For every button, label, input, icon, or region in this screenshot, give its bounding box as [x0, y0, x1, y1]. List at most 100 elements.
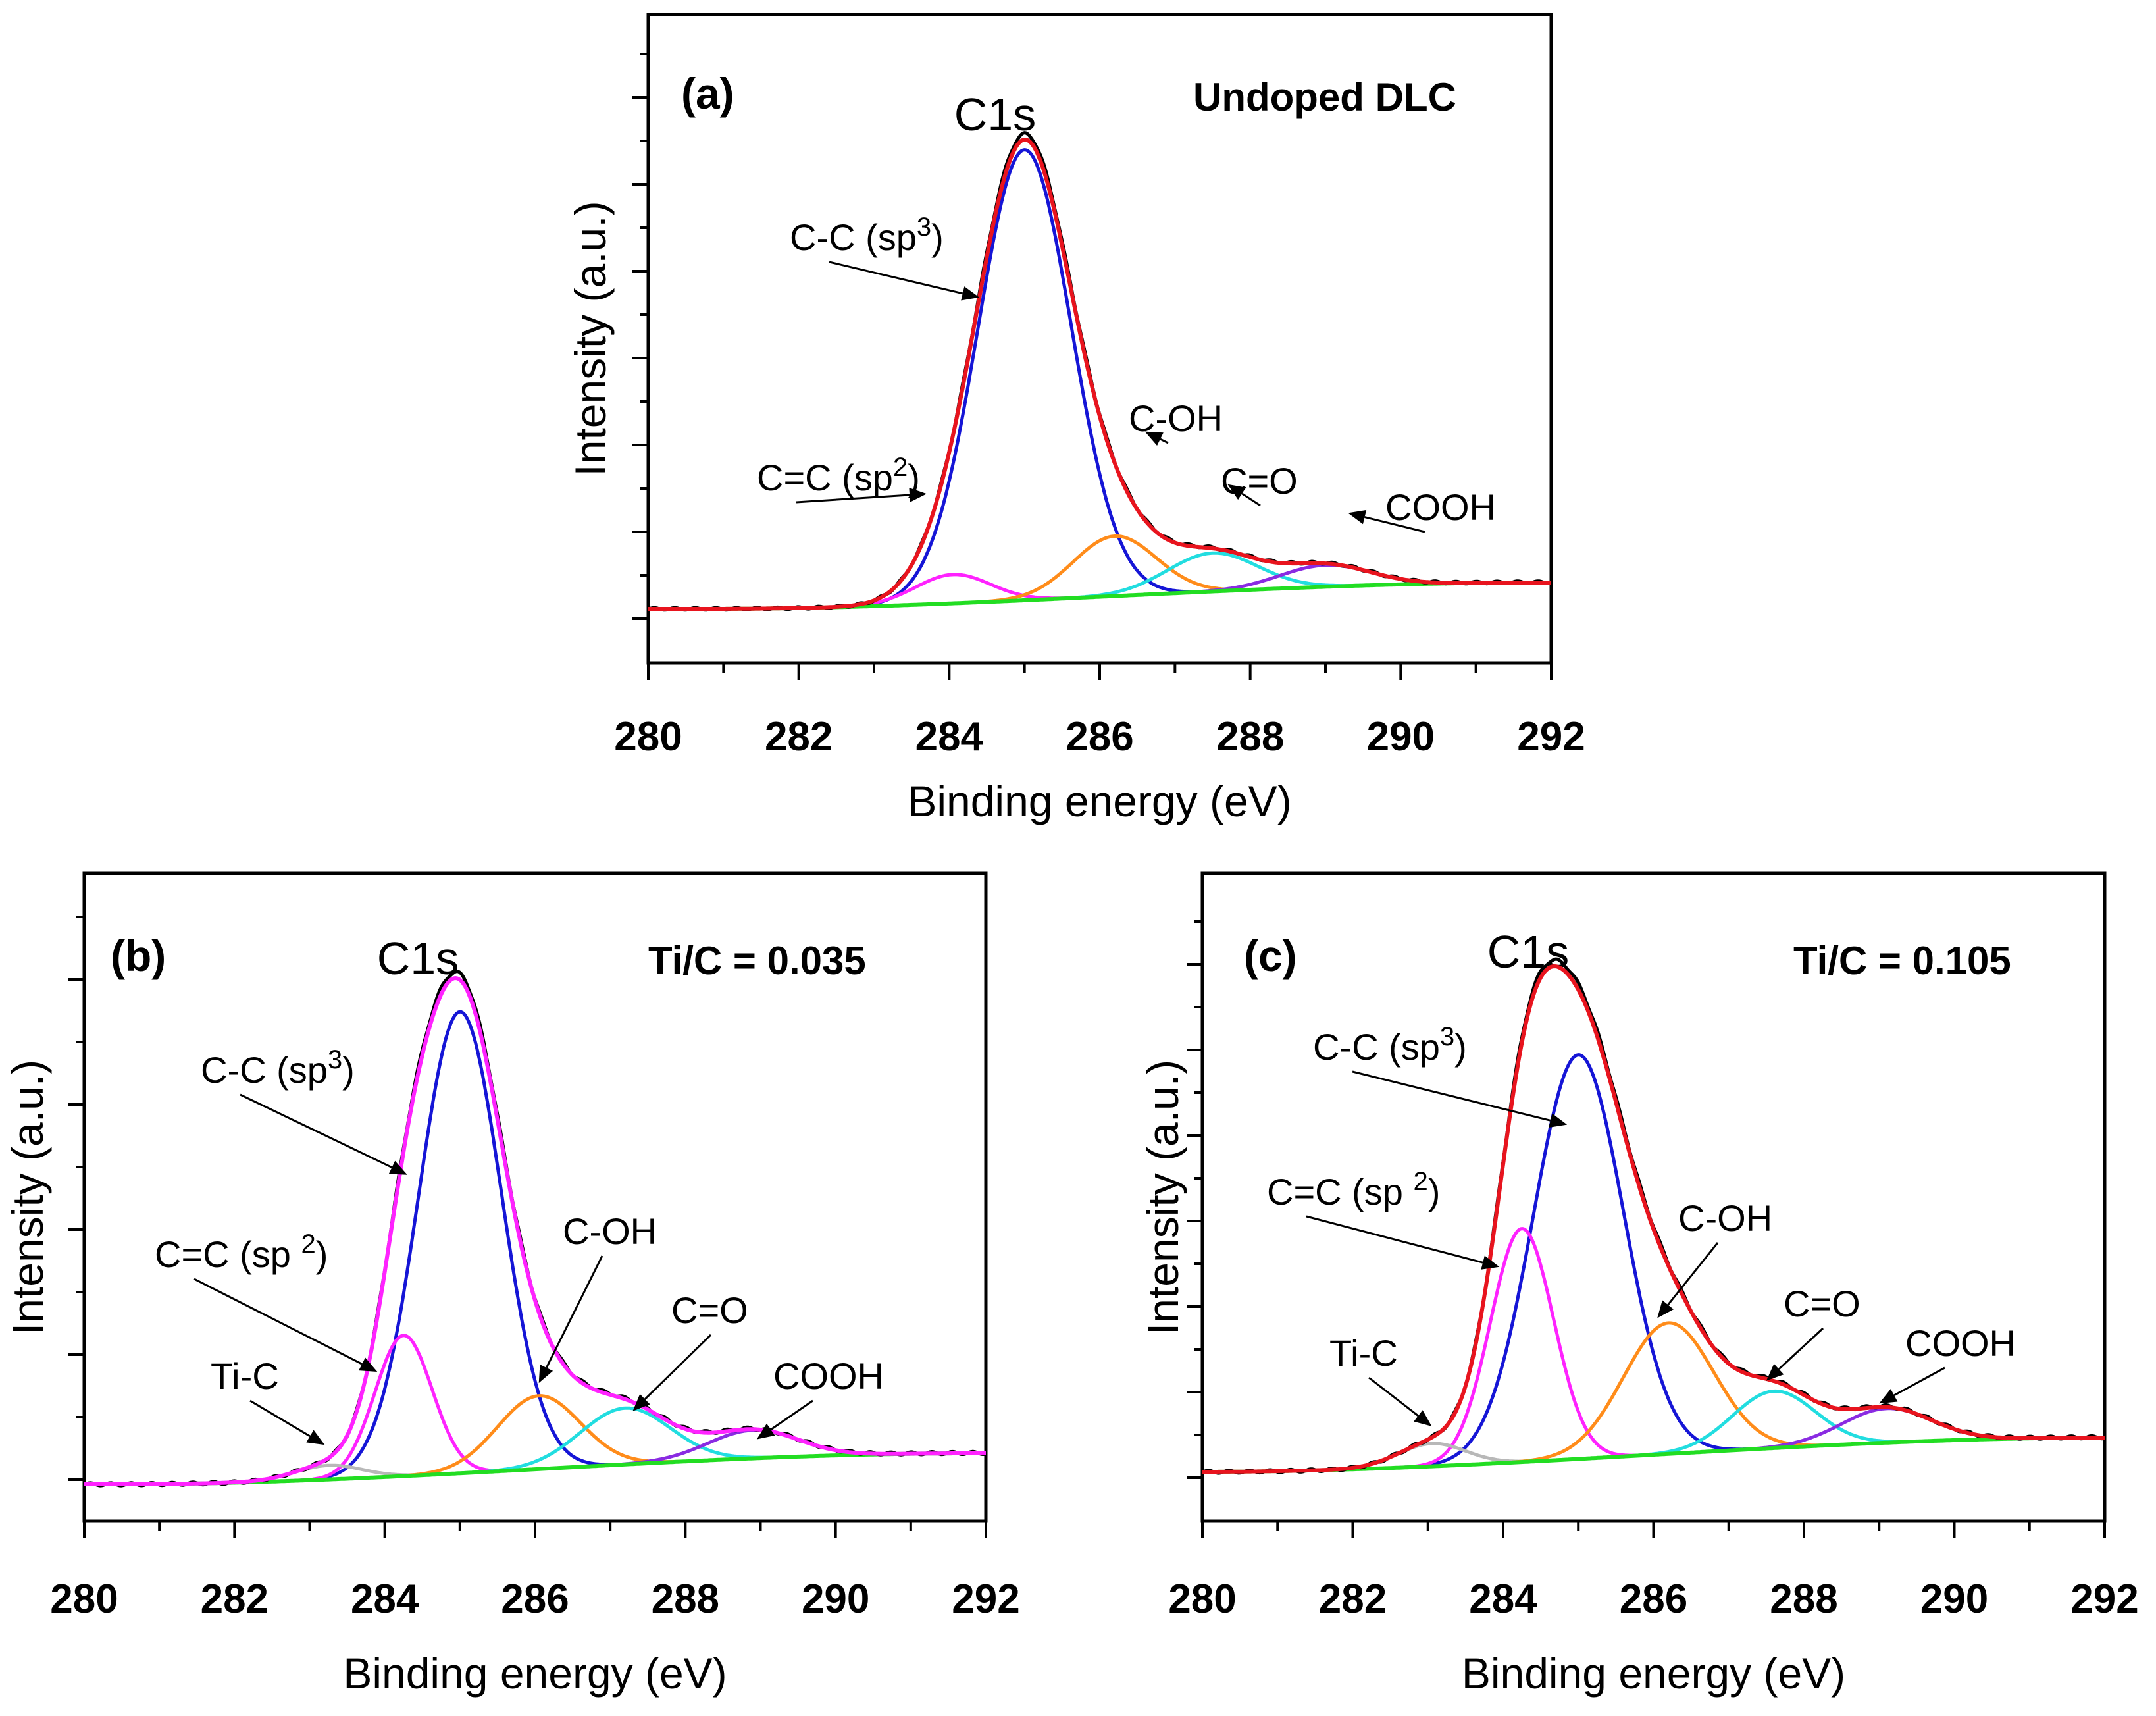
sample-label: Undoped DLC	[1193, 75, 1456, 119]
annotation-label: C-OH	[563, 1210, 657, 1252]
annotation-arrow-line	[545, 1255, 603, 1368]
annotation-ti-c: Ti-C	[211, 1355, 325, 1445]
x-tick-label: 288	[1216, 714, 1284, 760]
annotation-arrow-line	[1778, 1327, 1824, 1370]
annotation-label: COOH	[773, 1355, 884, 1397]
x-tick-label: 282	[1319, 1576, 1387, 1622]
annotation-arrow-line	[1160, 438, 1169, 444]
annotation-arrow-line	[770, 1399, 813, 1431]
background-line	[648, 581, 1551, 611]
sample-label: Ti/C = 0.035	[648, 939, 866, 983]
annotation-label: C-OH	[1129, 398, 1223, 439]
x-tick-label: 290	[1367, 714, 1435, 760]
annotation-arrow-line	[644, 1334, 712, 1400]
annotation-arrow-line	[1364, 516, 1425, 533]
fit-envelope-line	[648, 138, 1551, 611]
annotation-c-c-sp: C-C (sp3)	[201, 1045, 407, 1175]
x-tick-label: 290	[802, 1576, 869, 1622]
annotation-c-c-sp: C=C (sp 2)	[1267, 1167, 1500, 1270]
annotation-label: C-OH	[1678, 1197, 1772, 1239]
annotation-cooh: COOH	[756, 1355, 884, 1440]
peak-title: C1s	[377, 933, 459, 984]
x-tick-label: 280	[614, 714, 682, 760]
x-tick-label: 284	[1469, 1576, 1537, 1622]
y-axis-title: Intensity (a.u.)	[566, 201, 615, 476]
annotation-label: COOH	[1905, 1322, 2016, 1364]
annotation-arrowhead	[1227, 484, 1246, 500]
annotation-arrow-line	[240, 1093, 393, 1168]
annotation-arrow-line	[1893, 1366, 1945, 1397]
component-peak-cooh	[648, 563, 1551, 611]
annotation-c-o: C=O	[1221, 460, 1298, 507]
sample-label: Ti/C = 0.105	[1793, 939, 2011, 983]
annotation-label: C=C (sp2)	[757, 453, 920, 498]
annotation-arrow-line	[1352, 1070, 1551, 1122]
y-axis-title: Intensity (a.u.)	[1139, 1060, 1187, 1335]
annotation-arrow-line	[829, 261, 963, 295]
x-tick-label: 286	[1620, 1576, 1687, 1622]
background-line	[84, 1451, 986, 1486]
peak-title: C1s	[1487, 926, 1569, 977]
curve-group	[1202, 957, 2105, 1475]
annotation-c-o: C=O	[632, 1289, 748, 1411]
annotation-arrowhead	[306, 1430, 325, 1445]
annotation-label: COOH	[1385, 486, 1496, 528]
panel-label: (a)	[681, 69, 734, 118]
x-tick-label: 280	[1168, 1576, 1236, 1622]
annotation-c-c-sp: C-C (sp3)	[1313, 1022, 1568, 1128]
annotation-arrowhead	[1766, 1363, 1784, 1381]
annotation-arrowhead	[1144, 431, 1164, 446]
annotation-arrow-line	[249, 1399, 311, 1438]
annotation-arrowhead	[1657, 1300, 1674, 1318]
annotation-arrowhead	[388, 1160, 407, 1175]
annotation-label: C-C (sp3)	[201, 1045, 355, 1091]
x-tick-label: 288	[652, 1576, 719, 1622]
annotation-label: C-C (sp3)	[790, 213, 944, 258]
panel-label: (b)	[111, 931, 166, 980]
x-tick-label: 282	[765, 714, 833, 760]
annotation-cooh: COOH	[1879, 1322, 2016, 1404]
raw-data-line	[648, 131, 1551, 612]
annotation-arrowhead	[909, 487, 927, 502]
annotation-arrow-line	[1306, 1215, 1483, 1264]
y-axis-title: Intensity (a.u.)	[3, 1060, 52, 1335]
curve-group	[84, 970, 986, 1488]
annotation-label: C=O	[1784, 1283, 1861, 1324]
background-line	[1202, 1436, 2105, 1474]
annotation-arrow-line	[193, 1278, 363, 1365]
annotation-c-oh: C-OH	[1129, 398, 1223, 446]
annotation-arrowhead	[1481, 1255, 1500, 1270]
component-peak-cooh	[84, 1428, 986, 1486]
x-tick-label: 280	[50, 1576, 118, 1622]
annotation-c-oh: C-OH	[1657, 1197, 1772, 1318]
annotation-label: C-C (sp3)	[1313, 1022, 1467, 1068]
fit-envelope-line	[84, 976, 986, 1486]
annotation-arrowhead	[756, 1423, 775, 1440]
x-tick-label: 286	[501, 1576, 569, 1622]
fit-envelope-line	[1202, 964, 2105, 1474]
annotation-arrowhead	[538, 1364, 553, 1384]
component-peak-c-c-sp3	[1202, 1053, 2105, 1474]
x-tick-label: 284	[915, 714, 984, 760]
annotation-arrow-line	[796, 494, 910, 504]
annotation-arrow-line	[1241, 492, 1261, 507]
annotation-ti-c: Ti-C	[1329, 1332, 1432, 1426]
x-tick-label: 288	[1770, 1576, 1837, 1622]
panel-c-ti-c-0105: 280 282 284 286 288 290 292 Binding energy (eV)…	[1139, 871, 2139, 1698]
panel-label: (c)	[1244, 931, 1297, 980]
x-tick-label: 284	[351, 1576, 419, 1622]
x-tick-label: 286	[1065, 714, 1133, 760]
annotation-cooh: COOH	[1348, 486, 1496, 533]
annotation-arrowhead	[632, 1393, 650, 1411]
annotation-label: Ti-C	[1329, 1332, 1398, 1374]
annotation-label: C=C (sp 2)	[1267, 1167, 1440, 1212]
annotation-arrow-line	[1667, 1242, 1719, 1306]
annotation-arrowhead	[1549, 1113, 1568, 1128]
x-tick-label: 292	[2070, 1576, 2138, 1622]
annotation-arrowhead	[1879, 1389, 1898, 1404]
raw-data-line	[84, 970, 986, 1488]
annotation-label: C=O	[1221, 460, 1298, 502]
annotation-c-c-sp: C-C (sp3)	[790, 213, 980, 301]
annotation-arrow-line	[1368, 1376, 1419, 1417]
